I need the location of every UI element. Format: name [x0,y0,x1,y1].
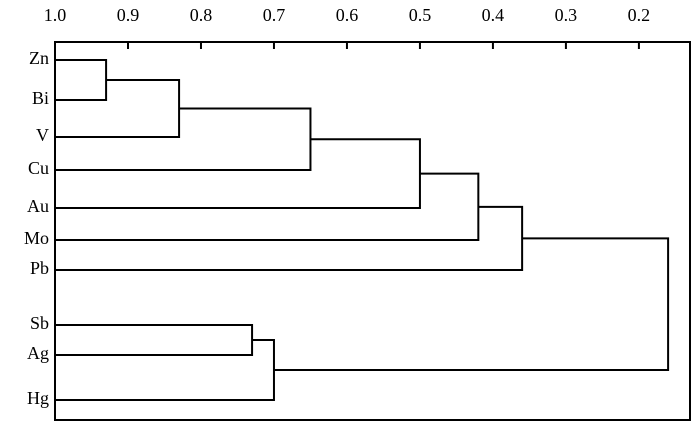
merge-link [55,79,181,138]
x-tick-label: 0.7 [263,5,286,25]
leaf-label: Zn [29,48,49,68]
x-tick-label: 0.5 [409,5,432,25]
merge-link [55,138,421,209]
plot-frame [54,41,691,421]
x-tick-label: 0.8 [190,5,213,25]
leaf-label: Mo [24,228,49,248]
merge-link [273,237,670,371]
merge-link [55,107,312,171]
leaf-label: Cu [28,158,49,178]
leaf-label: Bi [32,88,49,108]
leaf-label: Au [27,196,49,216]
x-tick-label: 0.6 [336,5,359,25]
leaf-label: Ag [27,343,49,363]
merge-link [55,205,524,271]
leaf-label: V [36,125,49,145]
leaf-label: Pb [30,258,49,278]
merge-link [55,172,480,241]
x-tick-label: 0.4 [482,5,505,25]
merge-link [55,59,108,101]
x-tick-label: 0.2 [628,5,651,25]
merge-link [55,324,254,356]
leaf-label: Sb [30,313,49,333]
merge-link [55,339,275,401]
leaf-label: Hg [27,388,49,408]
x-tick-label: 0.3 [555,5,578,25]
x-tick-label: 0.9 [117,5,140,25]
x-tick-label: 1.0 [44,5,67,25]
